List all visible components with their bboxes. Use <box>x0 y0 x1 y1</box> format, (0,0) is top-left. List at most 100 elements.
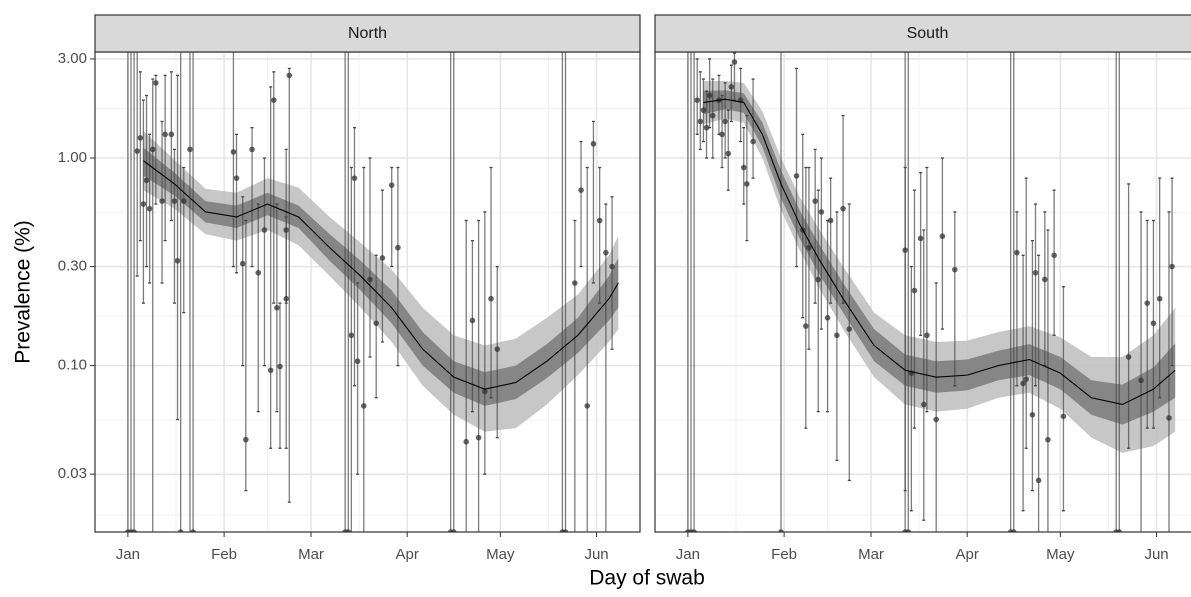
x-tick-label: Jun <box>584 546 608 563</box>
error-bar <box>904 52 906 532</box>
error-bar <box>272 71 276 304</box>
point <box>590 141 597 147</box>
x-tick-label: Mar <box>858 546 884 563</box>
point <box>1029 411 1036 418</box>
error-bar <box>1030 239 1034 492</box>
point <box>920 401 927 408</box>
error-bar <box>130 52 132 532</box>
point <box>578 187 584 193</box>
error-bar <box>573 219 577 532</box>
point <box>149 146 156 153</box>
error-bar <box>795 67 799 268</box>
point <box>694 97 701 103</box>
error-bar <box>133 52 135 532</box>
point <box>750 138 756 145</box>
point <box>168 131 175 138</box>
point <box>778 529 784 532</box>
error-bar <box>1013 52 1015 532</box>
point <box>1010 529 1017 532</box>
error-bar <box>1010 52 1012 532</box>
point <box>1014 249 1020 256</box>
point <box>270 97 277 103</box>
error-bar <box>801 133 805 319</box>
error-bar <box>940 157 944 330</box>
x-tick-label: May <box>1046 546 1075 563</box>
point <box>153 80 159 86</box>
point <box>824 314 831 321</box>
point <box>1150 320 1157 327</box>
point <box>691 529 697 532</box>
error-bar <box>816 189 820 413</box>
panel-background <box>655 52 1191 532</box>
y-tick-label: 0.03 <box>58 465 87 482</box>
point <box>744 181 750 187</box>
error-bar <box>176 74 180 421</box>
error-bar <box>610 196 614 350</box>
point <box>395 244 401 251</box>
error-bar <box>953 211 957 387</box>
error-bar <box>726 109 730 191</box>
point <box>190 529 196 532</box>
point <box>846 326 853 332</box>
point <box>1045 436 1051 443</box>
plot-area <box>685 52 1176 532</box>
point <box>233 175 240 181</box>
point <box>131 529 137 532</box>
error-bar <box>922 229 926 521</box>
point <box>834 332 840 339</box>
error-bar <box>1034 203 1038 387</box>
error-bar <box>396 166 400 367</box>
error-bar <box>1158 177 1162 399</box>
y-axis-title: Prevalence (%) <box>12 220 35 364</box>
plot-area <box>125 52 619 532</box>
point <box>261 227 268 233</box>
error-bar <box>604 203 608 532</box>
strip-label: North <box>348 25 387 42</box>
error-bar <box>262 157 266 367</box>
error-bar <box>1024 177 1028 449</box>
error-bar <box>1015 211 1019 387</box>
x-tick-label: Jun <box>1144 546 1168 563</box>
x-tick-label: Feb <box>771 546 797 563</box>
y-tick-label: 0.30 <box>58 258 87 275</box>
point <box>171 198 178 204</box>
point <box>469 317 476 324</box>
point <box>379 255 386 261</box>
point <box>725 150 732 157</box>
point <box>952 266 958 273</box>
point <box>137 135 144 141</box>
point <box>584 403 591 409</box>
strip-label: South <box>907 25 949 42</box>
error-bar <box>909 265 913 512</box>
error-bar <box>453 52 455 532</box>
error-bar <box>1037 254 1041 532</box>
point <box>177 529 184 532</box>
x-tick-label: Apr <box>396 546 419 563</box>
error-bar <box>711 78 715 159</box>
point <box>1138 377 1144 384</box>
error-bar <box>284 148 288 304</box>
point <box>902 247 908 253</box>
error-bar <box>362 166 366 532</box>
y-tick-label: 3.00 <box>58 50 87 67</box>
y-tick-label: 1.00 <box>58 149 87 166</box>
point <box>373 320 379 327</box>
error-bar <box>780 52 782 532</box>
point <box>740 164 747 171</box>
error-bar <box>235 133 239 274</box>
point <box>840 205 846 212</box>
point <box>719 131 725 138</box>
error-bar <box>138 71 142 242</box>
point <box>815 276 822 283</box>
point <box>703 124 710 131</box>
point <box>143 177 150 184</box>
point <box>1020 380 1026 387</box>
error-bar <box>804 166 808 429</box>
error-bar <box>192 52 194 532</box>
point <box>283 295 289 302</box>
error-bar <box>287 67 291 503</box>
y-tick-label: 0.10 <box>58 357 87 374</box>
point <box>140 201 147 207</box>
point <box>367 276 373 283</box>
error-bar <box>163 74 167 242</box>
